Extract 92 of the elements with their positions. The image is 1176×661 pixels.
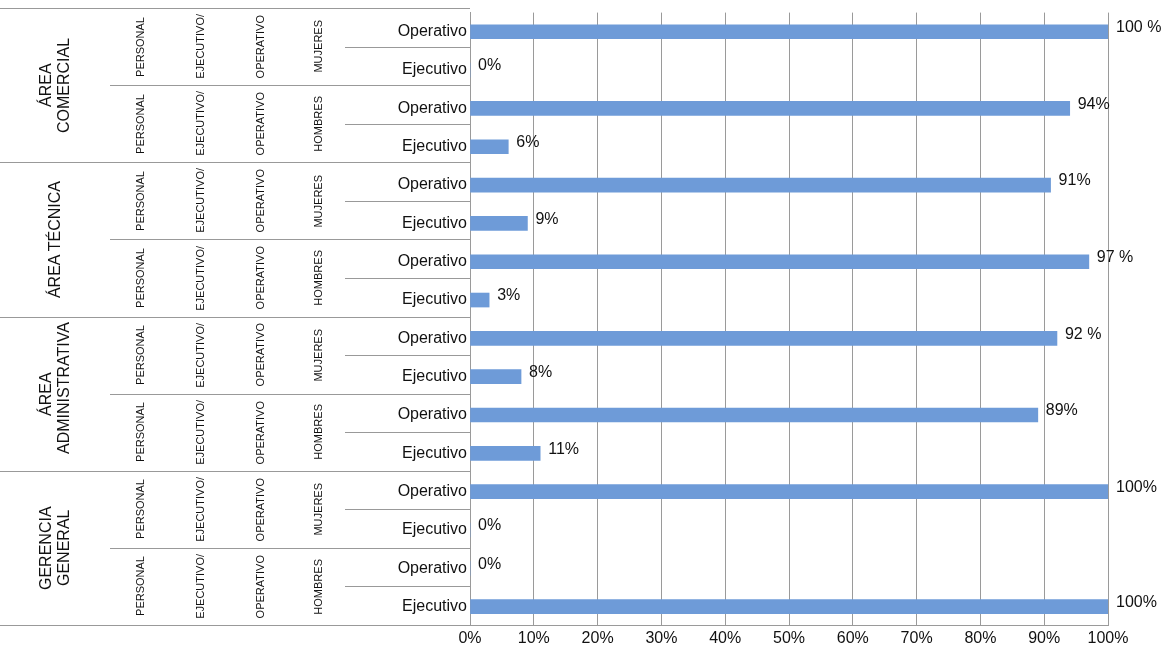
text: PERSONAL [134, 325, 146, 386]
x-tick-label: 70% [900, 628, 933, 646]
data-label: 6% [516, 133, 540, 151]
text: PERSONAL [134, 556, 146, 617]
x-tick-label: 60% [836, 628, 869, 646]
text: MUJERES [311, 328, 324, 382]
data-label: 11% [548, 439, 580, 457]
x-tick-label: 0% [458, 628, 482, 646]
data-label: 0% [478, 554, 502, 572]
y-tick-label: Operativo [397, 22, 468, 40]
x-tick-label: 90% [1028, 628, 1061, 646]
data-label: 0% [478, 516, 502, 534]
bar [470, 446, 541, 461]
text: ÁREA TÉCNICA [46, 180, 64, 298]
bar [470, 216, 528, 231]
data-label: 91% [1058, 171, 1091, 189]
text: EJECUTIVO/ [194, 476, 206, 542]
text: ÁREA COMERCIAL [37, 36, 73, 135]
text: EJECUTIVO/ [194, 399, 206, 465]
text: HOMBRES [311, 558, 324, 615]
y-tick-label: Operativo [397, 482, 468, 500]
x-tick-label: 50% [772, 628, 806, 646]
text: GERENCIA GENERAL [37, 505, 73, 592]
x-tick-label: 10% [517, 628, 550, 646]
text: EJECUTIVO/ [194, 91, 206, 157]
data-label: 97 % [1096, 248, 1134, 266]
text: PERSONAL [134, 170, 146, 231]
y-tick-label: Operativo [397, 175, 468, 193]
text: OPERATIVO [254, 400, 266, 464]
x-tick-label: 100% [1087, 628, 1129, 646]
text: EJECUTIVO/ [194, 322, 206, 388]
text: PERSONAL [134, 93, 146, 154]
text: EJECUTIVO/ [194, 245, 206, 311]
text: HOMBRES [311, 250, 324, 306]
data-label: 8% [529, 363, 553, 381]
text: EJECUTIVO/ [194, 168, 206, 234]
x-tick-label: 30% [645, 628, 678, 646]
bar [470, 484, 1108, 499]
data-label: 9% [535, 209, 559, 227]
bar [470, 292, 490, 308]
y-tick-label: Operativo [397, 98, 468, 116]
bar [470, 407, 1039, 423]
bar [470, 177, 1051, 193]
text: HOMBRES [311, 404, 324, 460]
y-tick-label: Ejecutivo [402, 367, 468, 385]
text: PERSONAL [134, 479, 146, 540]
text: PERSONAL [134, 247, 146, 308]
data-label: 100% [1116, 478, 1157, 496]
x-tick-label: 80% [964, 628, 997, 646]
data-label: 0% [478, 56, 502, 74]
text: OPERATIVO [254, 246, 266, 310]
text: OPERATIVO [254, 323, 266, 387]
text: MUJERES [311, 483, 324, 536]
y-tick-label: Ejecutivo [402, 137, 468, 155]
bar [470, 369, 522, 385]
data-label: 3% [497, 286, 521, 304]
text: MUJERES [311, 20, 324, 73]
bar [470, 24, 1108, 40]
text: EJECUTIVO/ [194, 554, 206, 619]
text: PERSONAL [134, 402, 146, 463]
data-label: 100% [1116, 593, 1157, 611]
bar [470, 101, 1071, 116]
y-tick-label: Operativo [397, 405, 468, 423]
text: OPERATIVO [254, 92, 266, 156]
data-label: 94% [1077, 94, 1110, 112]
y-tick-label: Ejecutivo [402, 60, 468, 78]
text: OPERATIVO [254, 169, 266, 233]
y-tick-label: Operativo [397, 558, 468, 576]
y-tick-label: Ejecutivo [402, 520, 468, 538]
bar [470, 599, 1108, 614]
y-tick-label: Ejecutivo [402, 213, 468, 231]
text: OPERATIVO [254, 14, 266, 79]
data-label: 100 % [1116, 18, 1162, 36]
text: ÁREA ADMINISTRATIVA [37, 321, 73, 454]
text: OPERATIVO [254, 477, 266, 541]
x-tick-label: 40% [709, 628, 742, 646]
text: EJECUTIVO/ [194, 14, 206, 79]
text: OPERATIVO [254, 554, 266, 619]
y-tick-label: Operativo [397, 328, 468, 346]
text: HOMBRES [311, 95, 324, 152]
x-tick-label: 20% [581, 628, 614, 646]
y-tick-label: Ejecutivo [402, 290, 468, 308]
bar [470, 254, 1090, 270]
y-tick-label: Ejecutivo [402, 597, 468, 615]
bar [470, 139, 509, 155]
text: MUJERES [311, 174, 324, 228]
data-label: 89% [1045, 401, 1078, 419]
data-label: 92 % [1064, 324, 1102, 342]
y-tick-label: Operativo [397, 252, 468, 270]
y-tick-label: Ejecutivo [402, 443, 468, 461]
bar [470, 331, 1058, 346]
text: PERSONAL [134, 16, 146, 77]
